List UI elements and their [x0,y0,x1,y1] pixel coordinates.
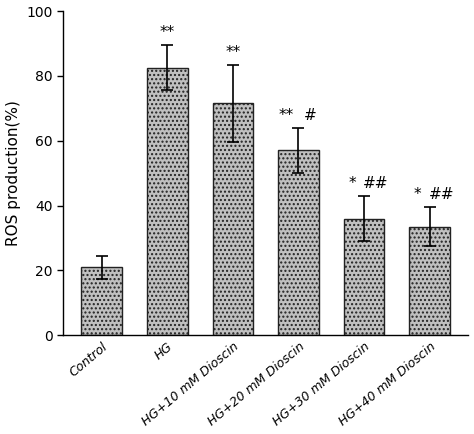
Y-axis label: ROS production(%): ROS production(%) [6,100,20,246]
Bar [278,151,319,335]
Text: #: # [304,108,317,123]
Text: *: * [348,176,356,191]
Bar [410,227,450,335]
Text: **: ** [225,45,240,60]
Text: **: ** [279,108,294,123]
Text: *: * [414,187,422,202]
Bar [82,267,122,335]
Bar [147,68,188,335]
Text: ##: ## [363,176,389,191]
Text: ##: ## [428,187,454,202]
Bar [212,103,253,335]
Bar [344,219,384,335]
Text: **: ** [160,25,175,40]
